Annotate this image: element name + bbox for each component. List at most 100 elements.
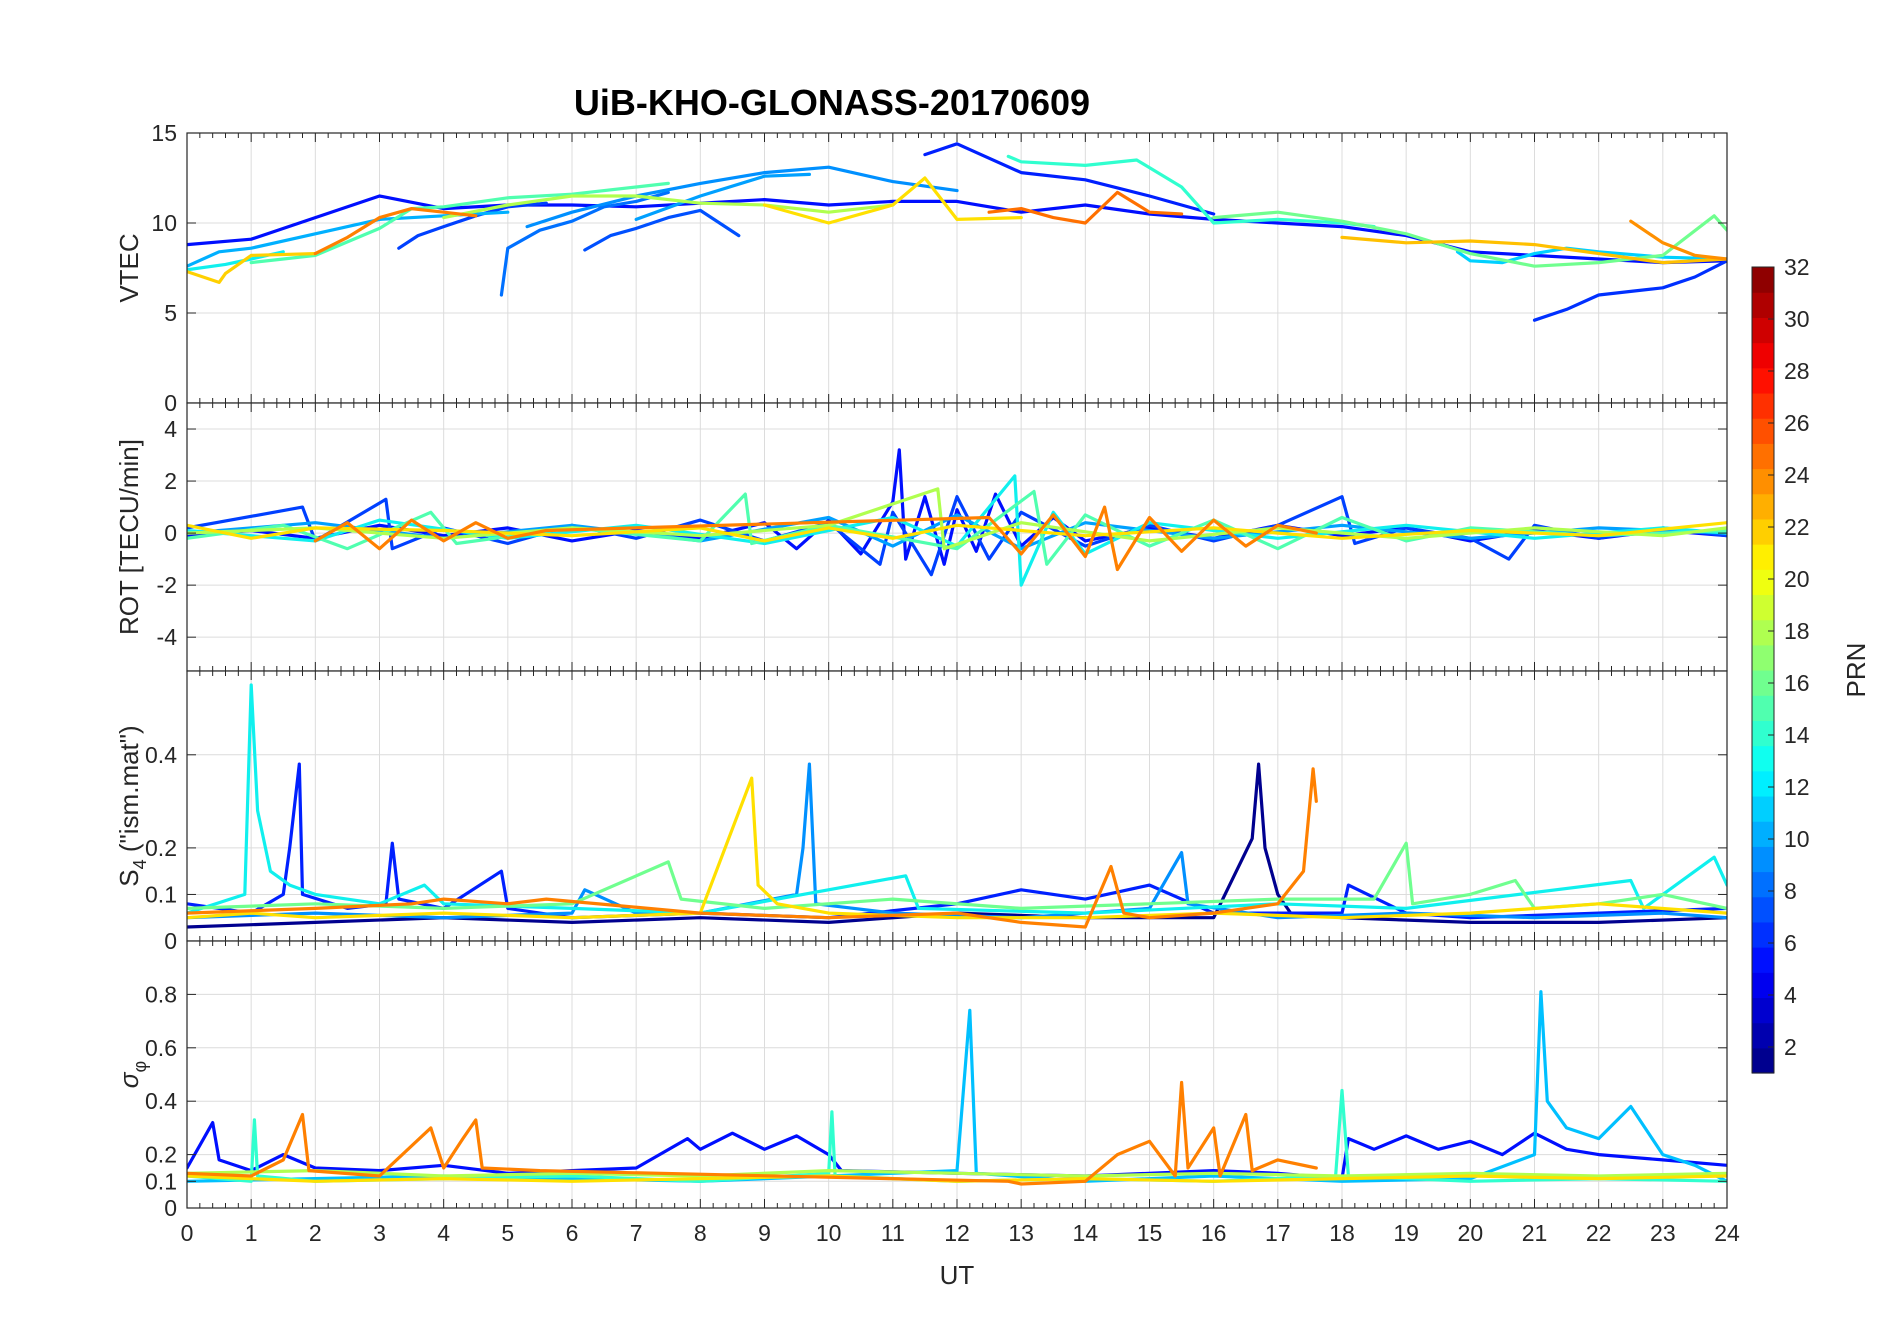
y-tick-label: 15 — [151, 120, 177, 146]
y-axis: 0 5 10 15 — [151, 120, 1727, 416]
colorbar-tick-label: 22 — [1784, 514, 1810, 540]
x-minor-ticks — [186, 403, 1728, 671]
series-prn-17 — [187, 841, 1727, 910]
panel-rot: -4 -2 0 2 4 ROT [TECU/min] — [114, 402, 1728, 672]
colorbar-tick-label: 8 — [1784, 878, 1797, 904]
colorbar-swatch — [1752, 619, 1774, 646]
series-prn-25 — [987, 190, 1184, 225]
traces — [187, 683, 1727, 929]
colorbar-swatch — [1752, 544, 1774, 570]
colorbar-swatch — [1752, 594, 1774, 621]
y-label-main: S — [114, 869, 144, 886]
y-axis: -4 -2 0 2 4 — [157, 416, 1727, 650]
y-tick-label: 10 — [151, 210, 177, 236]
series-prn-19 — [187, 1169, 1727, 1178]
y-tick-label: 0.4 — [145, 1088, 177, 1114]
x-tick-label: 14 — [1073, 1220, 1099, 1246]
x-tick-label: 5 — [501, 1220, 514, 1246]
x-tick-label: 16 — [1201, 1220, 1227, 1246]
colorbar-swatch — [1752, 745, 1774, 772]
x-axis: 0 1 2 3 4 5 6 7 8 9 10 11 12 13 14 15 16 17 18 19 20 21 22 23 24 — [181, 1220, 1740, 1246]
y-label-main: σ — [114, 1071, 144, 1088]
colorbar-tick-label: 26 — [1784, 410, 1810, 436]
series-prn-11 — [634, 172, 811, 221]
x-tick-label: 0 — [181, 1220, 194, 1246]
series-prn-2 — [187, 194, 1727, 265]
series-prn-3 — [923, 142, 1216, 216]
x-tick-label: 13 — [1008, 1220, 1034, 1246]
y-tick-label: 0.6 — [145, 1035, 177, 1061]
series-prn-24 — [187, 767, 1318, 929]
colorbar-tick-label: 32 — [1784, 254, 1810, 280]
panel-vtec: 0 5 10 15 VTEC — [114, 120, 1728, 416]
colorbar-swatch — [1752, 670, 1774, 696]
colorbar-tick-label: 24 — [1784, 462, 1810, 488]
colorbar-tick-label: 14 — [1784, 722, 1810, 748]
colorbar-swatch — [1752, 267, 1774, 293]
colorbar-swatch — [1752, 342, 1774, 369]
y-axis: 0 0.1 0.2 0.4 — [145, 742, 1727, 954]
colorbar-swatch — [1752, 695, 1774, 721]
colorbar-tick-label: 4 — [1784, 982, 1797, 1008]
series-prn-12 — [187, 210, 510, 268]
x-tick-label: 1 — [245, 1220, 258, 1246]
colorbar-tick-label: 6 — [1784, 930, 1797, 956]
x-tick-label: 6 — [566, 1220, 579, 1246]
y-label-subscript: φ — [130, 1061, 150, 1073]
colorbar-swatch — [1752, 921, 1774, 948]
x-tick-label: 2 — [309, 1220, 322, 1246]
colorbar-tick-label: 20 — [1784, 566, 1810, 592]
y-tick-label: 0 — [164, 390, 177, 416]
colorbar-swatch — [1752, 947, 1774, 973]
series-prn-4 — [1532, 259, 1727, 322]
colorbar-swatch — [1752, 418, 1774, 444]
series-prn-10 — [525, 165, 959, 229]
series-prn-22 — [1340, 235, 1727, 265]
colorbar-tick-label: 10 — [1784, 826, 1810, 852]
series-prn-6 — [583, 208, 741, 252]
panel-s4: 00.10.20.4S4 ("ism.mat") — [114, 670, 1728, 954]
colorbar-tick-label: 28 — [1784, 358, 1810, 384]
series-prn-14 — [187, 683, 1727, 915]
colorbar-swatch — [1752, 871, 1774, 898]
y-axis-label: S4 ("ism.mat") — [114, 725, 150, 886]
x-minor-ticks — [186, 671, 1728, 941]
x-tick-label: 11 — [881, 1220, 905, 1246]
colorbar-swatch — [1752, 468, 1774, 495]
colorbar-swatch — [1752, 317, 1774, 344]
colorbar-tick-label: 30 — [1784, 306, 1810, 332]
x-tick-label: 7 — [630, 1220, 643, 1246]
x-tick-label: 20 — [1458, 1220, 1484, 1246]
y-tick-label: 0.8 — [145, 981, 177, 1007]
y-tick-label: -4 — [157, 624, 178, 650]
x-tick-label: 18 — [1329, 1220, 1355, 1246]
colorbar-label: PRN — [1841, 643, 1871, 698]
x-tick-label: 12 — [944, 1220, 970, 1246]
series-prn-19 — [442, 194, 895, 220]
y-axis-label: ROT [TECU/min] — [114, 439, 144, 635]
series-prn-20 — [187, 521, 1727, 543]
colorbar-swatch — [1752, 770, 1774, 797]
x-tick-label: 17 — [1265, 1220, 1291, 1246]
colorbar-frame — [1751, 266, 1775, 1074]
colorbar-swatch — [1752, 1022, 1774, 1049]
series-prn-23 — [1629, 219, 1727, 261]
x-tick-label: 19 — [1393, 1220, 1419, 1246]
y-axis-label: VTEC — [114, 233, 144, 302]
y-axis-label: σφ — [114, 1061, 150, 1088]
chart-title: UiB-KHO-GLONASS-20170609 — [574, 82, 1090, 123]
y-tick-label: 0 — [164, 520, 177, 546]
colorbar-tick-label: 16 — [1784, 670, 1810, 696]
y-tick-label: 0.1 — [145, 1168, 177, 1194]
y-tick-label: -2 — [157, 572, 177, 598]
x-tick-label: 9 — [758, 1220, 771, 1246]
series-prn-20 — [187, 776, 1727, 920]
x-tick-label: 4 — [437, 1220, 450, 1246]
series-prn-24 — [313, 505, 1318, 572]
y-tick-label: 4 — [164, 416, 177, 442]
series-prn-24 — [187, 1080, 1318, 1186]
